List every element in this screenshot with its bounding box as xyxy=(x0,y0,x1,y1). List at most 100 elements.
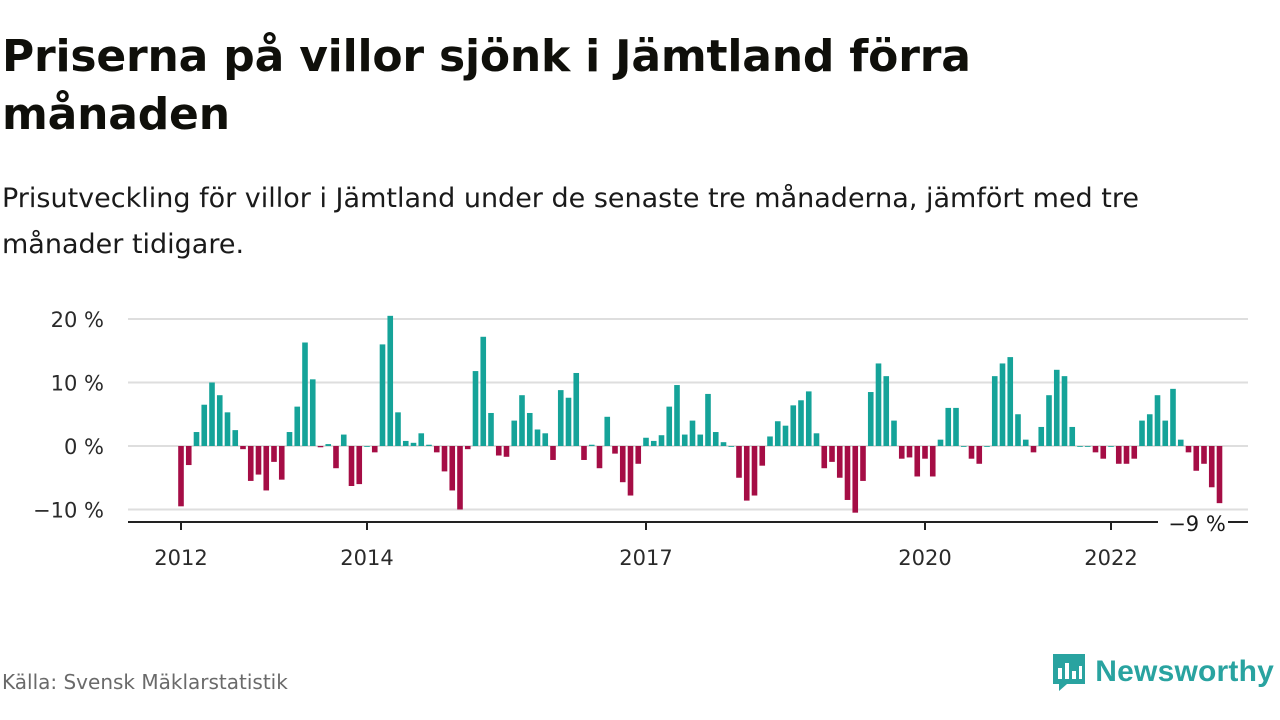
chart-subtitle: Prisutveckling för villor i Jämtland und… xyxy=(2,183,1139,260)
bar xyxy=(356,446,363,485)
bar xyxy=(650,440,657,446)
bar xyxy=(1038,426,1045,446)
bar xyxy=(333,446,339,469)
bar xyxy=(224,412,231,446)
bar xyxy=(1084,446,1091,447)
bar xyxy=(999,363,1006,446)
bar xyxy=(255,446,262,475)
bar xyxy=(209,382,215,446)
bar xyxy=(751,446,758,496)
bar xyxy=(914,446,921,477)
bar xyxy=(984,446,990,447)
bar xyxy=(271,446,277,462)
bar xyxy=(666,406,673,446)
bar xyxy=(418,433,425,446)
bar xyxy=(852,446,859,513)
bar xyxy=(960,446,967,447)
bar xyxy=(1123,446,1130,464)
y-tick-label: 20 % xyxy=(51,308,104,332)
bar xyxy=(588,444,595,446)
bar xyxy=(464,446,471,450)
bar xyxy=(410,442,417,446)
bar xyxy=(1201,446,1207,464)
bar xyxy=(302,342,308,446)
bar xyxy=(402,440,409,446)
bar xyxy=(185,446,192,466)
x-tick-label: 2017 xyxy=(619,546,672,570)
bar xyxy=(604,416,611,446)
bar xyxy=(395,412,401,446)
bar xyxy=(697,434,704,446)
bar xyxy=(581,446,587,460)
bar xyxy=(1131,446,1138,459)
bar xyxy=(426,444,432,446)
bar xyxy=(821,446,828,469)
bar xyxy=(1170,388,1176,446)
bar xyxy=(1007,357,1014,446)
bar xyxy=(1015,414,1021,446)
bar xyxy=(945,407,952,446)
bar xyxy=(759,446,766,466)
last-value-label: −9 % xyxy=(1168,512,1226,536)
bar xyxy=(743,446,750,501)
bar xyxy=(674,385,680,446)
bar xyxy=(232,430,239,447)
bar xyxy=(193,432,200,446)
bar xyxy=(728,446,735,447)
bar xyxy=(1046,395,1052,446)
bar xyxy=(325,444,332,446)
bar xyxy=(1077,446,1083,447)
bar xyxy=(178,446,184,507)
bar xyxy=(286,432,293,446)
bar xyxy=(619,446,626,483)
bar xyxy=(457,446,463,510)
bar xyxy=(240,446,246,450)
bar xyxy=(1208,446,1215,488)
bar xyxy=(712,432,719,446)
newsworthy-logo-icon xyxy=(1053,654,1086,691)
bar xyxy=(503,446,510,457)
bar xyxy=(348,446,355,486)
bar xyxy=(511,420,518,446)
brand-logo[interactable]: Newsworthy xyxy=(1051,652,1274,692)
bar xyxy=(340,434,347,446)
bar xyxy=(860,446,866,481)
bar xyxy=(449,446,456,491)
bar xyxy=(371,446,378,453)
bar xyxy=(844,446,851,500)
bar xyxy=(573,372,580,446)
bar xyxy=(1185,446,1192,453)
bar xyxy=(720,442,727,446)
bar xyxy=(596,446,603,469)
bar xyxy=(495,446,502,456)
bar xyxy=(774,421,781,446)
bar xyxy=(480,336,487,446)
bar xyxy=(1193,446,1200,471)
bar xyxy=(263,446,270,491)
bar xyxy=(387,315,394,446)
bar xyxy=(488,412,494,446)
bar xyxy=(309,379,316,446)
bar xyxy=(1115,446,1122,464)
bar xyxy=(472,371,479,446)
y-axis-labels: 20 % 10 % 0 % −10 % xyxy=(33,308,104,523)
bar xyxy=(929,446,936,477)
brand-name: Newsworthy xyxy=(1095,655,1274,688)
bar xyxy=(875,363,882,446)
bar xyxy=(433,446,440,453)
bar xyxy=(705,393,711,446)
bar xyxy=(813,433,820,446)
bar xyxy=(883,376,890,446)
bar xyxy=(689,420,696,446)
bar xyxy=(767,436,773,446)
x-tick-label: 2022 xyxy=(1084,546,1137,570)
y-tick-label: −10 % xyxy=(33,499,104,523)
bar xyxy=(991,376,998,446)
y-tick-label: 0 % xyxy=(64,435,104,459)
bar xyxy=(1061,376,1068,446)
bar xyxy=(891,420,897,446)
bar xyxy=(550,446,556,460)
bar xyxy=(364,446,370,447)
bar xyxy=(294,406,301,446)
bar xyxy=(1069,426,1076,446)
